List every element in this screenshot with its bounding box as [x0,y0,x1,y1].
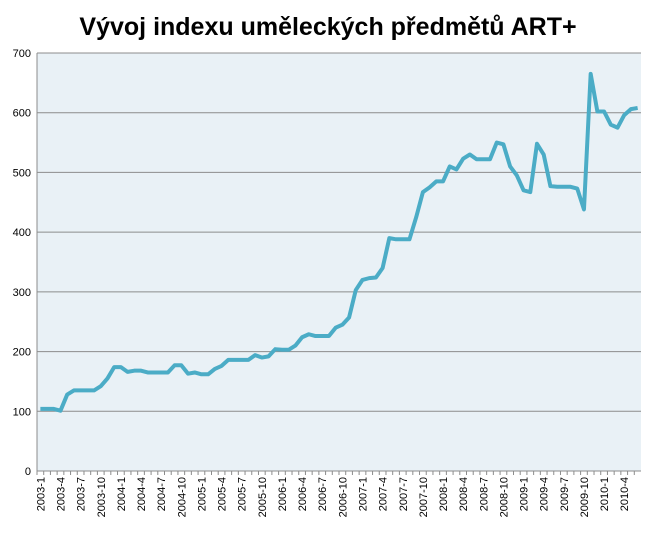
x-tick-label: 2006-7 [317,477,329,511]
x-tick-label: 2008-7 [478,477,490,511]
x-tick-label: 2003-1 [35,477,47,511]
y-tick-label: 0 [25,466,31,478]
data-line [40,71,638,413]
x-tick-label: 2010-1 [599,477,611,511]
x-tick-label: 2008-4 [458,477,470,511]
x-tick-label: 2006-4 [297,477,309,511]
y-tick-label: 200 [13,347,31,359]
x-tick-label: 2005-7 [237,477,249,511]
x-tick-label: 2008-10 [498,477,510,517]
x-tick-label: 2005-10 [257,477,269,517]
x-tick-label: 2004-4 [136,477,148,511]
x-tick-label: 2004-1 [116,477,128,511]
x-tick-label: 2008-1 [438,477,450,511]
x-tick-label: 2007-10 [418,477,430,517]
plot-area [37,53,641,471]
x-tick-label: 2005-4 [217,477,229,511]
x-tick-label: 2007-4 [378,477,390,511]
x-tick-label: 2005-1 [196,477,208,511]
y-tick-label: 600 [13,108,31,120]
x-tick-label: 2006-1 [277,477,289,511]
x-tick-label: 2006-10 [337,477,349,517]
y-tick-label: 300 [13,287,31,299]
x-tick-label: 2003-10 [96,477,108,517]
chart-title: Vývoj indexu uměleckých předmětů ART+ [79,13,576,41]
y-tick-label: 100 [13,406,31,418]
x-tick-label: 2004-10 [176,477,188,517]
x-tick-label: 2009-10 [579,477,591,517]
x-tick-label: 2007-7 [398,477,410,511]
y-tick-label: 500 [13,167,31,179]
x-tick-label: 2009-7 [559,477,571,511]
x-tick-label: 2010-4 [619,477,631,511]
x-tick-label: 2003-7 [76,477,88,511]
x-tick-label: 2009-1 [519,477,531,511]
x-tick-label: 2007-1 [357,477,369,511]
y-tick-label: 400 [13,227,31,239]
x-tick-label: 2009-4 [539,477,551,511]
y-tick-label: 700 [13,48,31,60]
x-tick-label: 2004-7 [156,477,168,511]
x-tick-label: 2003-4 [55,477,67,511]
